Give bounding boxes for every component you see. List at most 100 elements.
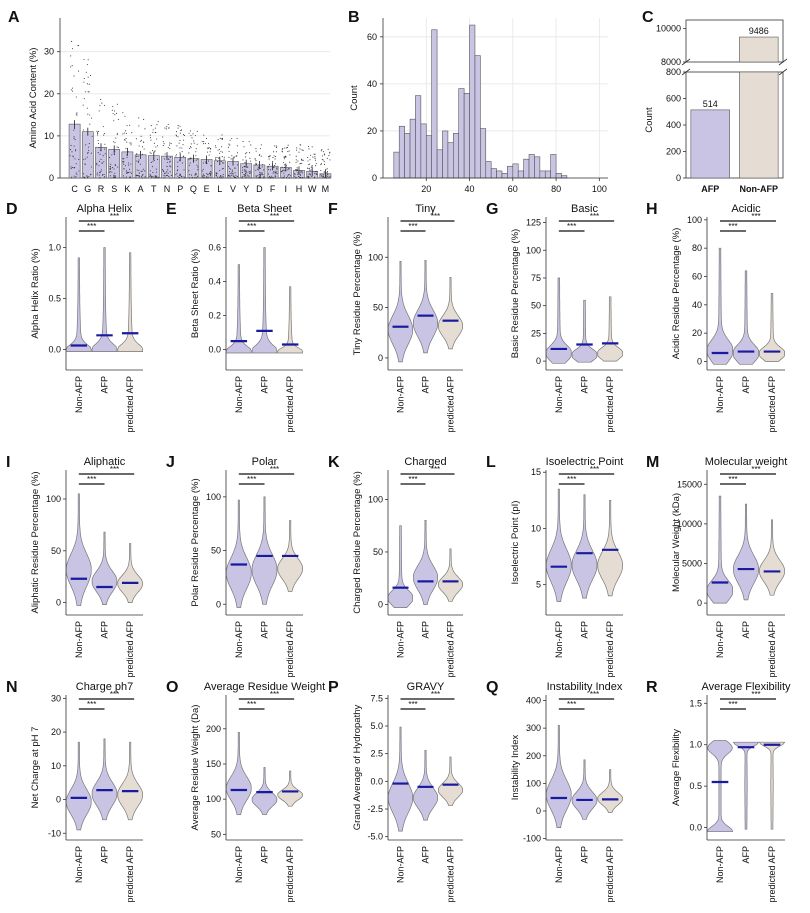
data-point [323,154,325,156]
data-point [152,160,154,162]
y-tick-label: 20 [44,89,54,99]
data-point [179,132,181,134]
data-point [311,175,313,177]
data-point [216,156,218,158]
data-point [138,117,140,119]
data-point [169,177,171,179]
data-point [111,109,113,111]
data-point [88,175,90,178]
x-tick-label: W [308,184,317,194]
data-point [114,172,116,174]
data-point [164,127,166,129]
data-point [295,155,297,157]
y-tick-label: 100 [526,245,541,255]
histogram-bar [404,132,411,179]
histogram-bar [469,24,476,179]
data-point [189,130,192,132]
data-point [281,166,283,168]
data-point [123,168,125,170]
data-point [281,148,283,150]
x-tick-label: AFP [741,376,751,394]
data-point [275,151,277,153]
data-point [189,145,191,148]
data-point [229,175,231,177]
x-tick-label: AFP [100,376,110,394]
data-point [244,172,247,175]
axis-break-mark [681,58,691,66]
data-point [222,176,224,178]
data-point [315,173,317,175]
data-point [170,174,172,177]
data-point [259,148,261,150]
data-point [176,172,178,174]
panel-label: K [328,454,340,471]
x-tick-label: A [138,184,144,194]
data-point [113,153,115,155]
data-point [131,132,133,134]
data-point [329,177,331,179]
data-point [126,125,128,127]
violin-non-afp [706,740,734,833]
data-point [175,154,177,156]
data-point [267,166,269,168]
violin-afp [91,247,118,352]
data-point [289,154,291,156]
data-point [153,159,155,161]
data-point [236,177,238,179]
data-point [168,158,170,160]
data-point [189,162,191,164]
data-point [302,177,304,179]
data-point [244,175,246,177]
data-point [188,158,190,160]
data-point [136,169,138,171]
data-point [125,132,127,135]
y-tick-label: 0.6 [208,243,221,253]
violin-predicted-afp [759,519,785,596]
data-point [157,176,159,178]
data-point [296,167,298,169]
data-point [176,145,178,147]
violin-predicted-afp [277,770,303,807]
data-point [287,174,289,176]
panel-title: Beta Sheet [237,203,291,215]
data-point [127,162,130,164]
x-tick-label: Non-AFP [74,621,84,658]
data-point [269,155,271,157]
y-tick-label: 75 [531,273,541,283]
x-tick-label: predicted AFP [125,846,135,903]
data-label: 514 [703,99,718,109]
y-tick-label: 50 [51,546,61,556]
data-point [90,152,92,154]
data-point [156,138,158,140]
data-point [154,127,156,129]
x-tick-label: AFP [580,376,590,394]
data-point [242,176,244,178]
panel-label: E [166,201,177,218]
data-point [97,130,100,133]
data-point [276,167,278,169]
data-point [85,144,87,146]
bar-Non-AFP-upper [739,36,779,63]
data-point [189,177,191,179]
violin-predicted-afp [597,499,623,597]
data-point [167,169,169,171]
data-point [73,175,75,177]
data-point [181,162,183,164]
violin-non-afp [66,493,92,607]
data-point [137,160,140,162]
y-tick-label: 50 [373,547,383,557]
data-point [138,159,140,161]
data-point [193,160,195,162]
data-point [208,154,210,156]
data-point [229,173,231,175]
panel-title: Tiny [415,203,436,215]
data-point [157,145,159,147]
data-point [245,153,247,155]
panel-label: I [6,454,10,471]
data-point [177,124,179,127]
significance-label: *** [247,222,256,231]
x-tick-label: Non-AFP [234,621,244,658]
data-point [77,70,80,72]
data-point [127,172,129,174]
data-point [157,158,159,160]
